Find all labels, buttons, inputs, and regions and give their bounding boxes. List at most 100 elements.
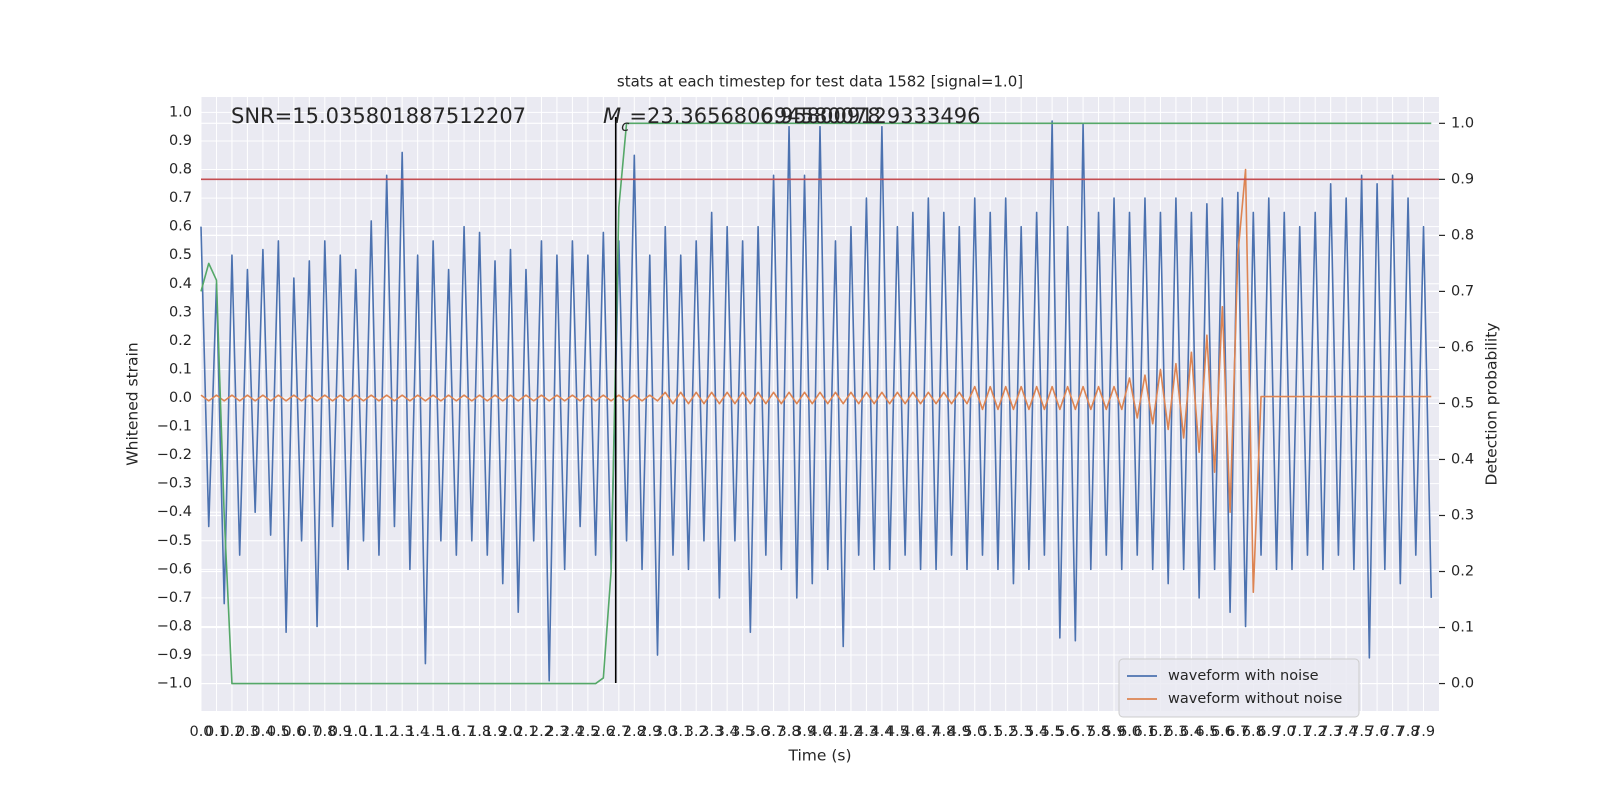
- x-tick-label: 6.5: [1195, 724, 1218, 740]
- x-tick-label: 6.1: [1133, 724, 1156, 740]
- y2-tick-label: 0.2: [1451, 564, 1474, 580]
- marks: [200, 117, 1439, 685]
- y2-tick-label: 0.0: [1451, 676, 1474, 692]
- y-tick-label: −0.9: [157, 647, 192, 663]
- x-tick-label: 3.9: [793, 724, 816, 740]
- x-tick-label: 3.2: [685, 724, 708, 740]
- y2-tick-label: 0.1: [1451, 620, 1474, 636]
- x-tick-label: 3.5: [731, 724, 754, 740]
- x-tick-label: 1.0: [344, 724, 367, 740]
- x-tick-label: 5.2: [994, 724, 1017, 740]
- y2-tick-label: 0.6: [1451, 339, 1474, 355]
- y2-tick-label: 0.5: [1451, 395, 1474, 411]
- y2-tick-label: 0.8: [1451, 227, 1474, 243]
- x-tick-label: 0.3: [236, 724, 259, 740]
- x-tick-label: 0.5: [267, 724, 290, 740]
- x-tick-label: 5.5: [1041, 724, 1064, 740]
- y2-tick-label: 0.9: [1451, 171, 1474, 187]
- y-tick-label: 0.1: [169, 361, 192, 377]
- x-tick-label: 2.5: [576, 724, 599, 740]
- x-tick-label: 6.3: [1164, 724, 1187, 740]
- x-tick-label: 5.1: [979, 724, 1002, 740]
- x-tick-label: 0.4: [251, 724, 274, 740]
- annotation-text: =23.365680694580078: [629, 104, 880, 128]
- x-tick-label: 6.6: [1211, 724, 1234, 740]
- x-tick-label: 4.4: [870, 724, 893, 740]
- annotation: 6.958009129333496: [760, 104, 980, 128]
- x-tick-label: 2.2: [530, 724, 553, 740]
- y-tick-label: 0.5: [169, 247, 192, 263]
- x-tick-label: 3.7: [762, 724, 785, 740]
- x-tick-label: 0.1: [205, 724, 228, 740]
- x-tick-label: 2.8: [623, 724, 646, 740]
- x-tick-label: 7.9: [1412, 724, 1435, 740]
- annotation: Mc=23.365680694580078: [603, 104, 881, 135]
- x-tick-label: 3.3: [700, 724, 723, 740]
- x-tick-label: 0.0: [189, 724, 212, 740]
- x-tick-label: 7.5: [1350, 724, 1373, 740]
- x-tick-label: 6.8: [1242, 724, 1265, 740]
- x-tick-label: 1.2: [375, 724, 398, 740]
- y-tick-label: −0.2: [157, 447, 192, 463]
- y-axis-label: Whitened strain: [124, 342, 142, 465]
- x-tick-label: 5.8: [1087, 724, 1110, 740]
- y-tick-label: 0.7: [169, 190, 192, 206]
- x-tick-label: 4.2: [839, 724, 862, 740]
- x-tick-label: 0.6: [282, 724, 305, 740]
- x-tick-label: 4.8: [932, 724, 955, 740]
- legend-label: waveform with noise: [1168, 668, 1319, 684]
- x-tick-label: 3.1: [669, 724, 692, 740]
- x-tick-label: 3.8: [778, 724, 801, 740]
- legend-box: [1118, 658, 1360, 718]
- x-tick-label: 7.1: [1288, 724, 1311, 740]
- y-tick-label: −0.4: [157, 504, 192, 520]
- x-tick-label: 7.8: [1397, 724, 1420, 740]
- y-tick-label: −0.6: [157, 561, 192, 577]
- y-tick-label: 0.6: [169, 219, 192, 235]
- chart-title: stats at each timestep for test data 158…: [617, 73, 1023, 91]
- x-tick-label: 5.0: [963, 724, 986, 740]
- y-tick-label: 0.4: [169, 276, 192, 292]
- annotation-symbol: M: [603, 104, 621, 128]
- x-tick-label: 2.3: [545, 724, 568, 740]
- x-tick-label: 2.4: [561, 724, 584, 740]
- y-tick-label: −0.8: [157, 618, 192, 634]
- y2-tick-label: 0.7: [1451, 283, 1474, 299]
- x-tick-label: 7.7: [1381, 724, 1404, 740]
- x-tick-label: 5.3: [1010, 724, 1033, 740]
- y-tick-label: 0.0: [169, 390, 192, 406]
- y2-axis-label: Detection probability: [1483, 323, 1501, 486]
- x-tick-label: 0.7: [298, 724, 321, 740]
- x-tick-label: 1.8: [468, 724, 491, 740]
- legend: waveform with noise waveform without nois…: [1118, 658, 1360, 718]
- x-tick-label: 1.7: [453, 724, 476, 740]
- y-tick-label: −0.3: [157, 476, 192, 492]
- y-tick-label: 0.3: [169, 304, 192, 320]
- y2-tick-label: 0.3: [1451, 507, 1474, 523]
- x-tick-label: 1.4: [406, 724, 429, 740]
- x-tick-label: 7.3: [1319, 724, 1342, 740]
- x-axis-label: Time (s): [787, 747, 851, 765]
- x-tick-label: 1.1: [360, 724, 383, 740]
- x-tick-label: 1.9: [483, 724, 506, 740]
- y-tick-label: −0.5: [157, 533, 192, 549]
- y-tick-label: 0.2: [169, 333, 192, 349]
- x-tick-label: 4.9: [948, 724, 971, 740]
- x-tick-label: 3.0: [654, 724, 677, 740]
- annotation: SNR=15.035801887512207: [231, 104, 526, 128]
- x-tick-label: 7.0: [1273, 724, 1296, 740]
- y2-tick-label: 0.4: [1451, 451, 1474, 467]
- x-tick-label: 1.3: [391, 724, 414, 740]
- y-tick-label: 1.0: [169, 104, 192, 120]
- x-tick-label: 6.2: [1149, 724, 1172, 740]
- x-tick-label: 4.3: [855, 724, 878, 740]
- x-tick-label: 6.0: [1118, 724, 1141, 740]
- x-tick-label: 7.6: [1366, 724, 1389, 740]
- x-tick-label: 2.6: [592, 724, 615, 740]
- x-tick-label: 0.2: [220, 724, 243, 740]
- y-tick-label: −1.0: [157, 676, 192, 692]
- annotation-subscript: c: [621, 117, 630, 135]
- x-tick-label: 4.1: [824, 724, 847, 740]
- legend-label: waveform without noise: [1168, 691, 1342, 707]
